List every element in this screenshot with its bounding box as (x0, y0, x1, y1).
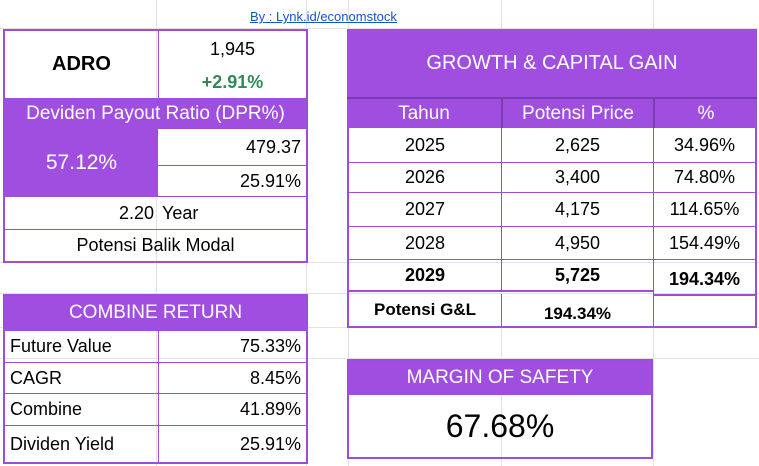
payback-label: Potensi Balik Modal (5, 229, 306, 261)
col-header-price: Potensi Price (501, 97, 653, 128)
payback-years: 2.20 (5, 196, 158, 229)
table-row-pct: 34.96% (653, 128, 755, 163)
table-row-price: 4,175 (501, 193, 653, 227)
growth-table-body: 2025 2,625 34.96% 2026 3,400 74.80% 2027… (347, 128, 757, 328)
combine-title: COMBINE RETURN (5, 296, 306, 330)
ticker-panel: ADRO 1,945 +2.91% Deviden Payout Ratio (… (3, 29, 308, 263)
table-row-year: 2027 (349, 193, 501, 227)
col-header-pct: % (653, 97, 757, 128)
combine-value-future-value: 75.33% (158, 330, 306, 362)
ticker-change: +2.91% (158, 67, 306, 98)
ticker-code: ADRO (52, 53, 111, 75)
combine-label-dividen-yield: Dividen Yield (5, 425, 158, 462)
payback-years-label: Year (158, 196, 306, 229)
table-row-pct: 154.49% (653, 227, 755, 260)
dpr-value-2: 25.91% (158, 165, 306, 196)
table-row-price: 2,625 (501, 128, 653, 163)
table-row-year: 2029 (349, 260, 501, 292)
combine-panel: COMBINE RETURN Future Value 75.33% CAGR … (3, 294, 308, 464)
dpr-value-1: 479.37 (245, 136, 301, 157)
growth-panel: GROWTH & CAPITAL GAIN Tahun Potensi Pric… (347, 29, 757, 328)
table-row-price: 3,400 (501, 163, 653, 193)
source-link[interactable]: By : Lynk.id/economstock (250, 9, 397, 24)
table-row-price: 4,950 (501, 227, 653, 260)
table-row-pct: 114.65% (653, 193, 755, 227)
combine-value-cagr: 8.45% (158, 362, 306, 393)
combine-value-combine: 41.89% (158, 393, 306, 425)
potensi-gl-value: 194.34% (501, 294, 653, 326)
mos-value: 67.68% (445, 407, 555, 444)
dpr-title: Deviden Payout Ratio (DPR%) (5, 98, 306, 129)
table-row-pct: 74.80% (653, 163, 755, 193)
table-row-year: 2025 (349, 128, 501, 163)
potensi-gl-empty (653, 294, 755, 326)
combine-value-dividen-yield: 25.91% (158, 425, 306, 462)
combine-label-future-value: Future Value (5, 330, 158, 362)
table-row-price: 5,725 (501, 260, 653, 292)
potensi-gl-label: Potensi G&L (373, 300, 476, 319)
table-row-year: 2026 (349, 163, 501, 193)
growth-title: GROWTH & CAPITAL GAIN (347, 29, 757, 97)
combine-label-combine: Combine (5, 393, 158, 425)
ticker-price: 1,945 (158, 31, 306, 67)
mos-panel: MARGIN OF SAFETY 67.68% (347, 359, 653, 459)
mos-title: MARGIN OF SAFETY (349, 361, 651, 395)
table-row-pct: 194.34% (653, 260, 755, 296)
dpr-ratio: 57.12% (5, 129, 158, 196)
combine-label-cagr: CAGR (5, 362, 158, 393)
col-header-year: Tahun (347, 97, 501, 128)
table-row-year: 2028 (349, 227, 501, 260)
